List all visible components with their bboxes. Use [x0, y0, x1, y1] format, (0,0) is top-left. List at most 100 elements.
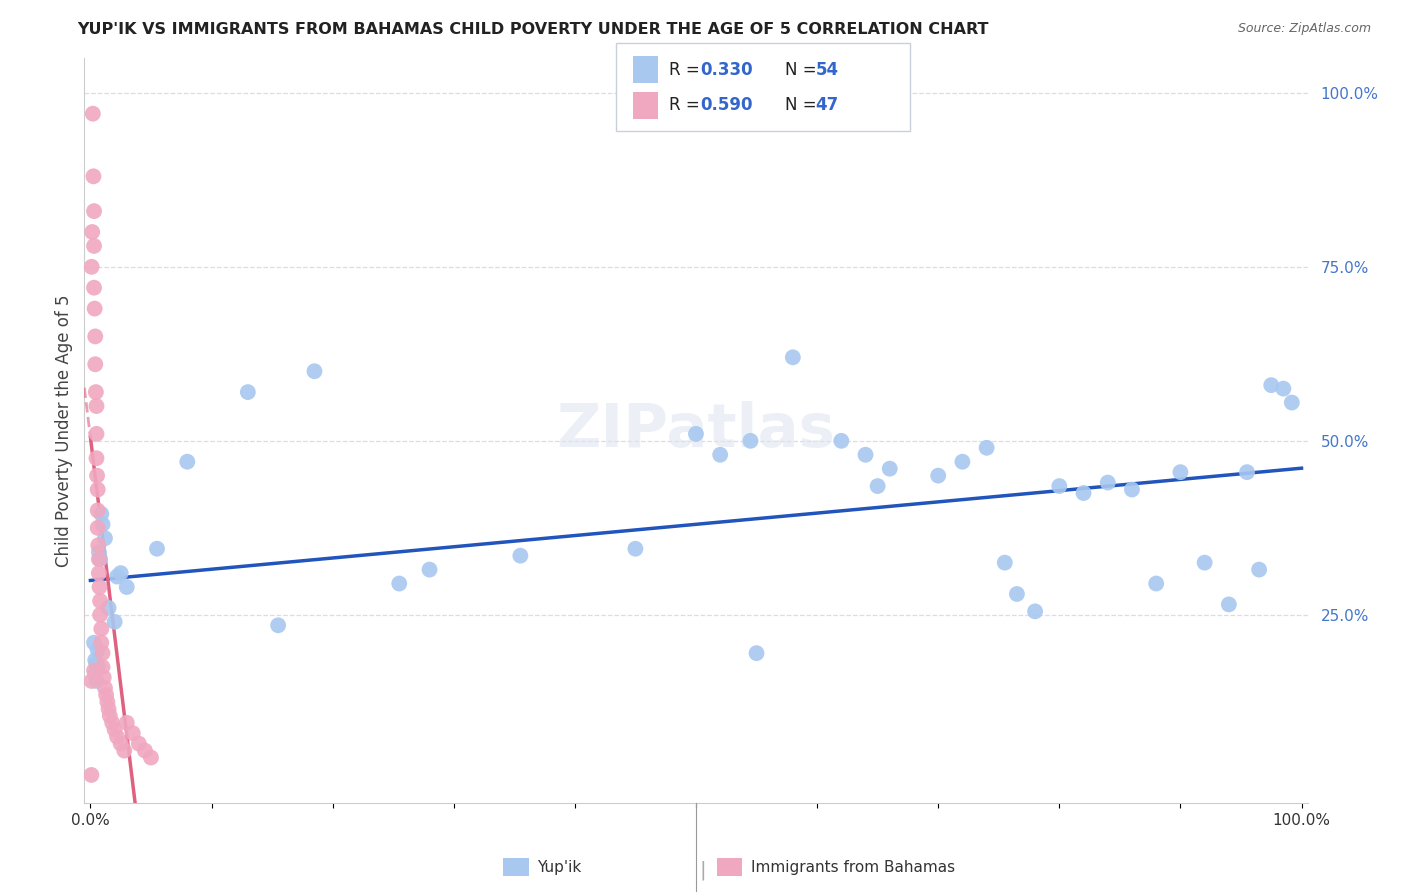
Point [94, 681, 117, 695]
Point [84, 667, 107, 681]
Point [139, 750, 162, 764]
Point [105, 569, 128, 583]
Point [115, 715, 138, 730]
Point [90, 622, 112, 636]
Point [1144, 576, 1167, 591]
Point [97, 600, 120, 615]
Point [87, 552, 110, 566]
Point [86, 657, 108, 671]
Point [80, 260, 103, 274]
Point [86, 426, 108, 441]
Point [84, 385, 107, 400]
Point [927, 468, 949, 483]
Text: 0.330: 0.330 [700, 61, 752, 78]
Point [86, 483, 108, 497]
Text: N =: N = [785, 61, 821, 78]
Point [1047, 479, 1070, 493]
Text: R =: R = [669, 96, 706, 114]
Point [110, 566, 132, 580]
Point [91, 646, 114, 660]
Point [86, 642, 108, 657]
Point [86, 660, 108, 674]
Point [105, 730, 128, 744]
Y-axis label: Child Poverty Under the Age of 5: Child Poverty Under the Age of 5 [55, 294, 73, 566]
Point [84, 653, 107, 667]
Text: |: | [700, 861, 706, 880]
Point [83, 204, 105, 219]
Text: Immigrants from Bahamas: Immigrants from Bahamas [751, 860, 955, 874]
Point [1194, 556, 1216, 570]
Point [745, 646, 768, 660]
Point [101, 715, 124, 730]
Point [83, 239, 105, 253]
Point [855, 448, 877, 462]
Point [1170, 465, 1192, 479]
Point [976, 441, 998, 455]
Point [97, 702, 120, 716]
Point [80, 768, 103, 782]
Text: Yup'ik: Yup'ik [537, 860, 581, 874]
Point [80, 673, 103, 688]
Point [146, 541, 169, 556]
Point [82, 169, 104, 184]
Point [83, 636, 105, 650]
Point [94, 531, 117, 545]
Point [952, 455, 974, 469]
Point [89, 607, 111, 622]
Point [86, 673, 108, 688]
Point [994, 556, 1017, 570]
Point [83, 301, 105, 316]
Point [134, 743, 156, 757]
Point [82, 225, 104, 239]
Text: N =: N = [785, 96, 821, 114]
Point [236, 385, 259, 400]
Point [1236, 465, 1258, 479]
Text: ZIPatlas: ZIPatlas [557, 401, 835, 460]
Point [91, 660, 114, 674]
Point [1260, 378, 1282, 392]
Point [1024, 604, 1046, 618]
Point [509, 549, 531, 563]
Point [91, 517, 114, 532]
Point [830, 434, 852, 448]
Point [267, 618, 290, 632]
Point [89, 594, 111, 608]
Point [104, 615, 127, 629]
Text: Source: ZipAtlas.com: Source: ZipAtlas.com [1237, 22, 1371, 36]
Point [1005, 587, 1028, 601]
Point [115, 580, 138, 594]
Point [87, 545, 110, 559]
Point [83, 664, 105, 678]
Point [1073, 486, 1095, 500]
Point [110, 737, 132, 751]
Point [90, 636, 112, 650]
Point [782, 351, 804, 365]
Point [84, 357, 107, 371]
Point [86, 468, 108, 483]
Point [90, 507, 112, 521]
Point [128, 737, 150, 751]
Point [1097, 475, 1119, 490]
Point [98, 708, 121, 723]
Point [87, 538, 110, 552]
Point [86, 451, 108, 466]
Point [740, 434, 762, 448]
Point [418, 563, 440, 577]
Point [86, 503, 108, 517]
Point [89, 552, 111, 566]
Point [1218, 598, 1240, 612]
Point [1249, 563, 1271, 577]
Point [96, 688, 118, 702]
Point [87, 566, 110, 580]
Point [82, 106, 104, 120]
Point [1272, 382, 1295, 396]
Text: YUP'IK VS IMMIGRANTS FROM BAHAMAS CHILD POVERTY UNDER THE AGE OF 5 CORRELATION C: YUP'IK VS IMMIGRANTS FROM BAHAMAS CHILD … [77, 22, 988, 37]
Point [1121, 483, 1143, 497]
Point [86, 399, 108, 413]
Point [96, 695, 118, 709]
Point [304, 364, 326, 378]
Point [709, 448, 731, 462]
Point [176, 455, 198, 469]
Point [388, 576, 411, 591]
Point [1281, 395, 1303, 409]
